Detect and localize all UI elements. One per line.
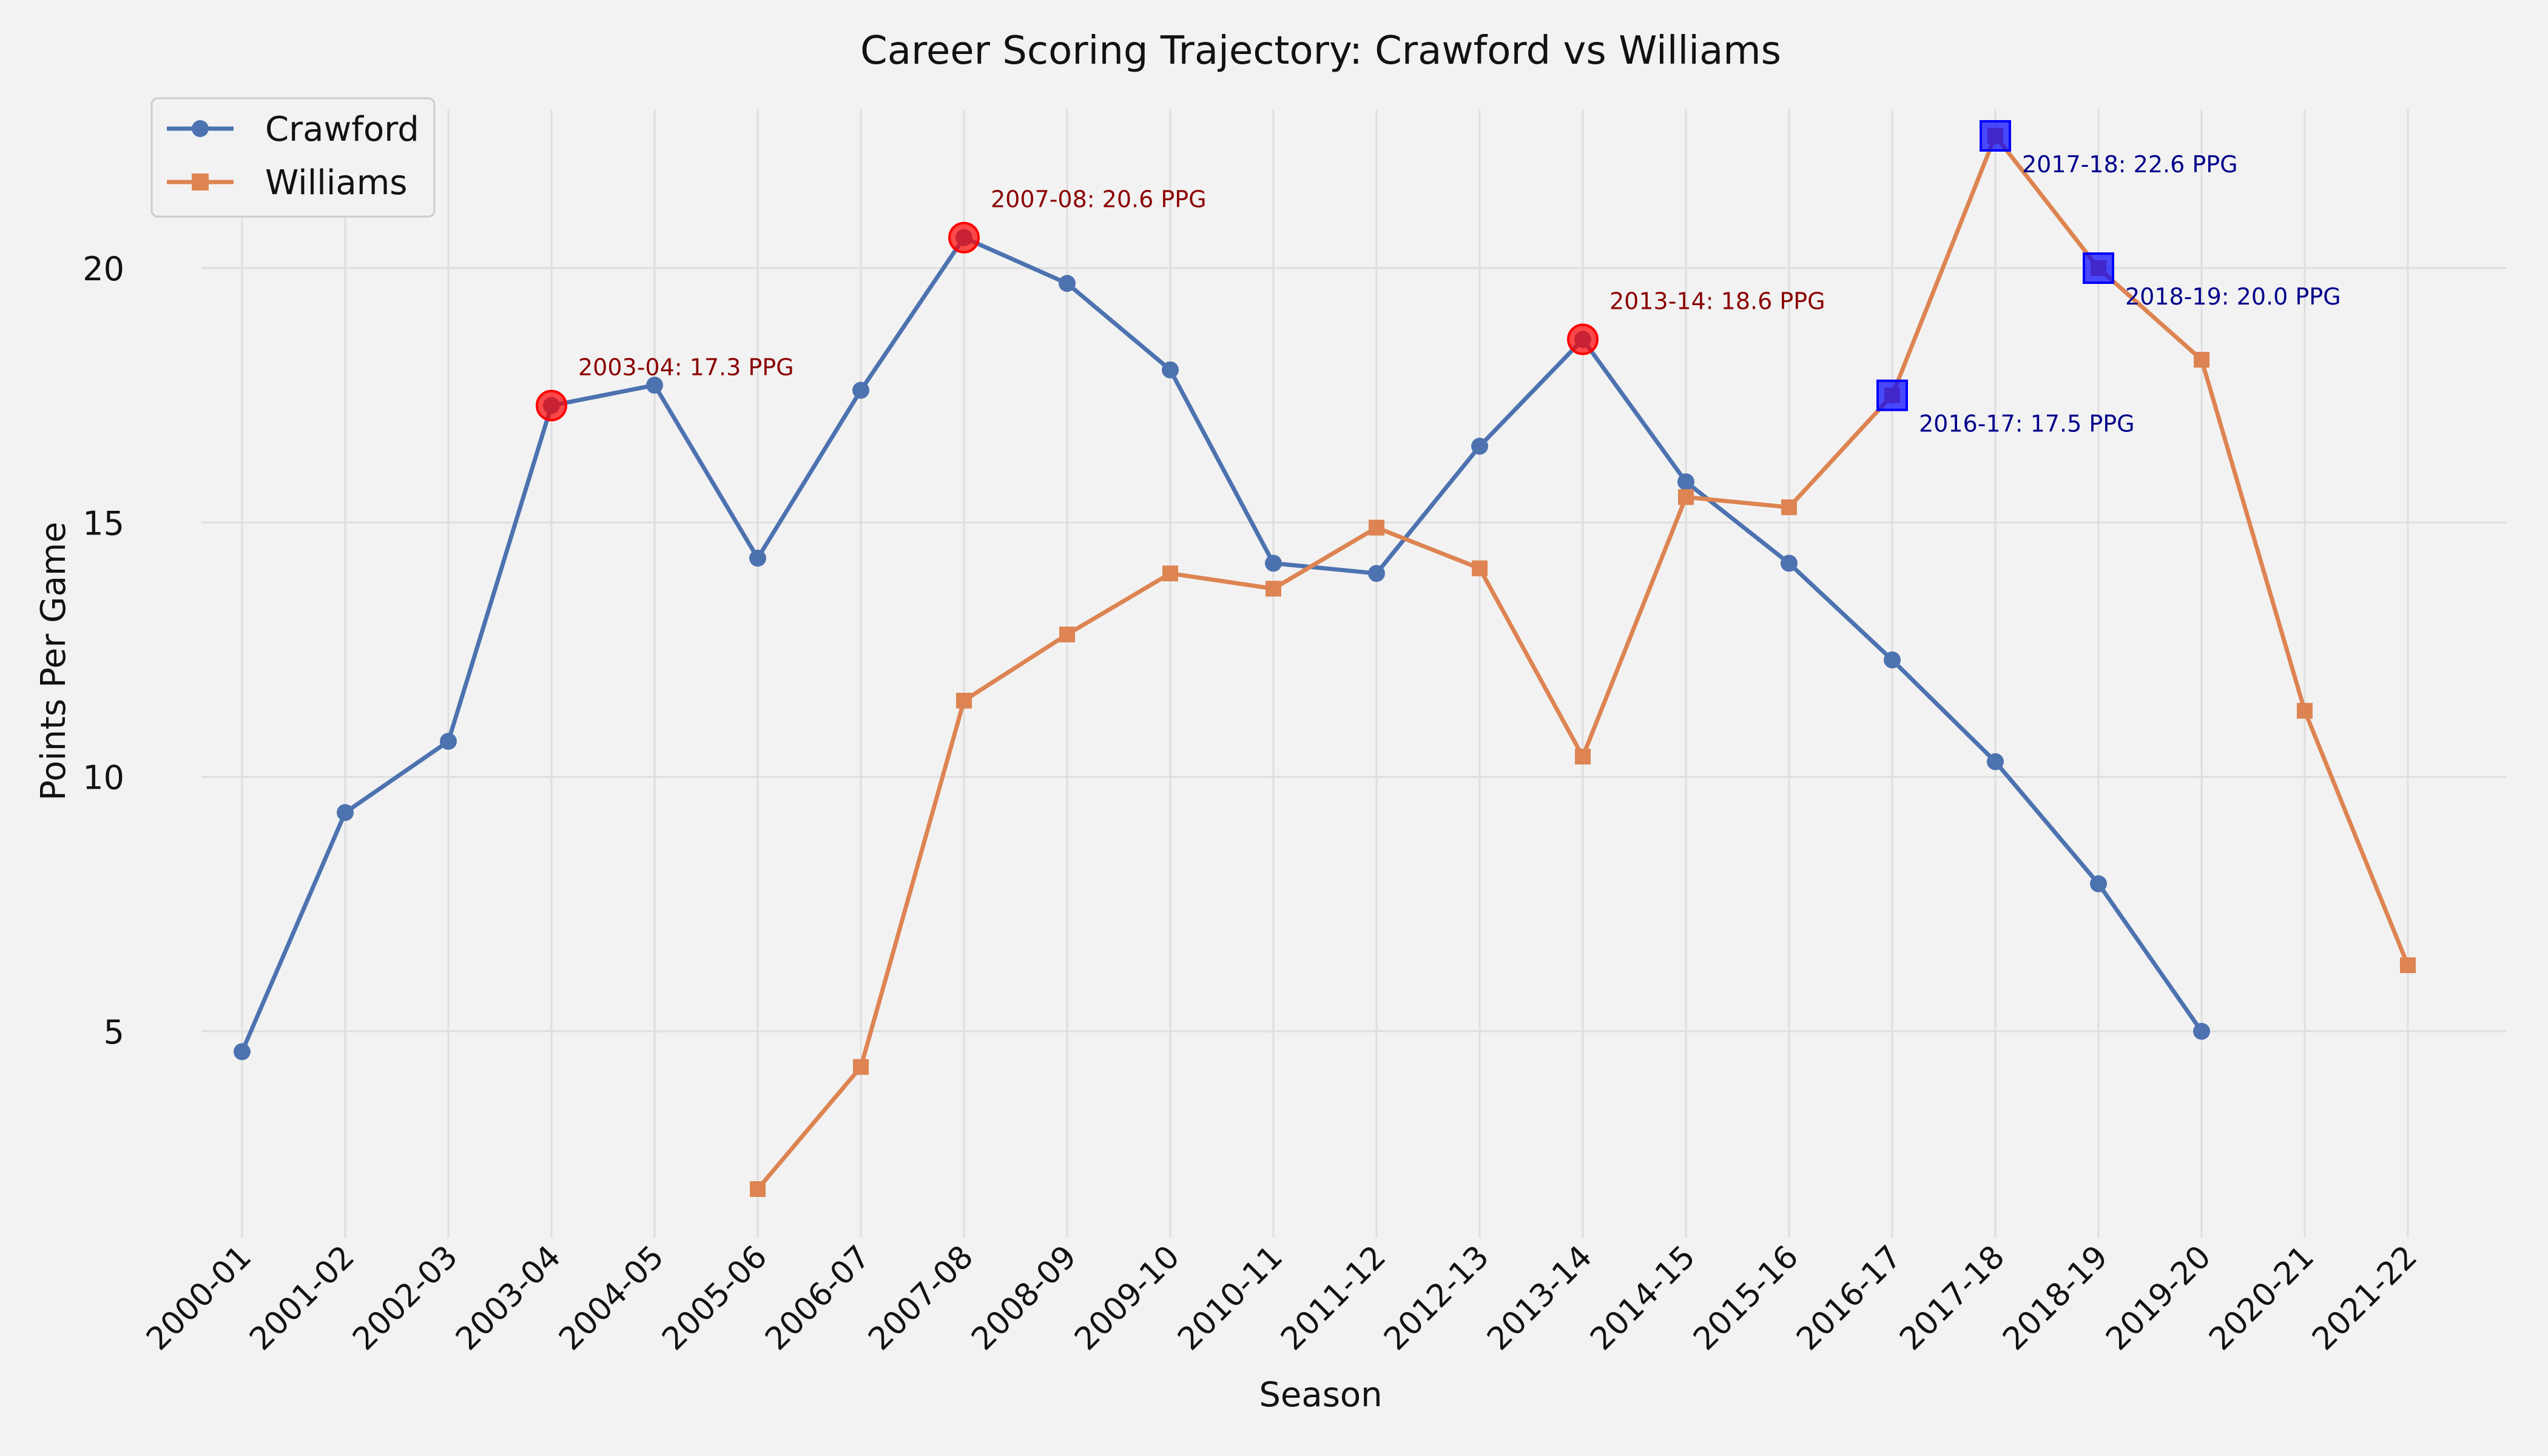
series-line — [240, 235, 2203, 1053]
data-point — [1471, 437, 1488, 455]
data-point — [1884, 651, 1901, 669]
y-tick-label: 15 — [83, 504, 124, 542]
data-point — [1677, 473, 1694, 491]
data-point — [234, 1043, 251, 1060]
legend-marker-williams — [192, 174, 209, 190]
annotation-label: 2003-04: 17.3 PPG — [578, 354, 794, 380]
annotation-label: 2017-18: 22.6 PPG — [2022, 151, 2238, 178]
data-point — [1162, 565, 1178, 582]
highlight-marker — [948, 221, 980, 254]
data-point — [2400, 957, 2416, 973]
data-point — [853, 1059, 869, 1075]
data-point — [1368, 565, 1385, 582]
highlight-marker — [1567, 323, 1599, 356]
data-point — [1472, 560, 1488, 576]
y-tick-label: 5 — [104, 1013, 124, 1051]
annotation-label: 2018-19: 20.0 PPG — [2125, 283, 2341, 310]
highlight-layer — [536, 120, 2114, 422]
legend-label-williams: Williams — [265, 163, 407, 203]
grid — [201, 109, 2507, 1238]
highlight-marker — [2083, 252, 2114, 284]
data-point — [1781, 499, 1797, 516]
annotation-label: 2016-17: 17.5 PPG — [1919, 411, 2135, 437]
data-point — [1575, 749, 1591, 765]
data-point — [1781, 554, 1798, 572]
chart-title: Career Scoring Trajectory: Crawford vs W… — [860, 29, 1781, 73]
data-point — [440, 732, 457, 750]
data-point — [1678, 489, 1694, 505]
data-point — [852, 382, 869, 399]
series-crawford — [234, 229, 2210, 1060]
data-point — [749, 550, 766, 567]
data-point — [646, 376, 663, 394]
highlight-marker — [536, 389, 567, 422]
data-point — [2194, 351, 2209, 368]
y-tick-labels: 5 10 15 20 — [83, 250, 124, 1051]
y-tick-label: 20 — [83, 250, 124, 288]
data-point — [1265, 554, 1282, 572]
highlight-marker — [1980, 120, 2011, 152]
legend-marker-crawford — [192, 120, 209, 137]
data-point — [1369, 519, 1384, 536]
data-point — [2297, 703, 2313, 719]
series-layer — [234, 127, 2416, 1197]
highlight-marker — [1876, 379, 1908, 411]
annotation-label: 2007-08: 20.6 PPG — [991, 186, 1207, 213]
annotation-layer: 2003-04: 17.3 PPG 2007-08: 20.6 PPG 2013-1… — [578, 151, 2341, 437]
data-point — [337, 804, 354, 821]
y-tick-label: 10 — [83, 759, 124, 797]
data-point — [1059, 626, 1075, 642]
legend: Crawford Williams — [150, 97, 436, 218]
data-point — [956, 692, 972, 709]
legend-label-crawford: Crawford — [265, 110, 419, 149]
data-point — [1059, 275, 1076, 292]
data-point — [2090, 875, 2107, 892]
x-axis-label: Season — [1259, 1375, 1382, 1415]
data-point — [750, 1181, 766, 1197]
annotation-label: 2013-14: 18.6 PPG — [1609, 288, 1825, 314]
y-axis-label: Points Per Game — [34, 522, 73, 801]
data-point — [2193, 1023, 2210, 1040]
data-point — [1266, 581, 1281, 597]
data-point — [1162, 361, 1179, 379]
data-point — [1987, 753, 2004, 770]
